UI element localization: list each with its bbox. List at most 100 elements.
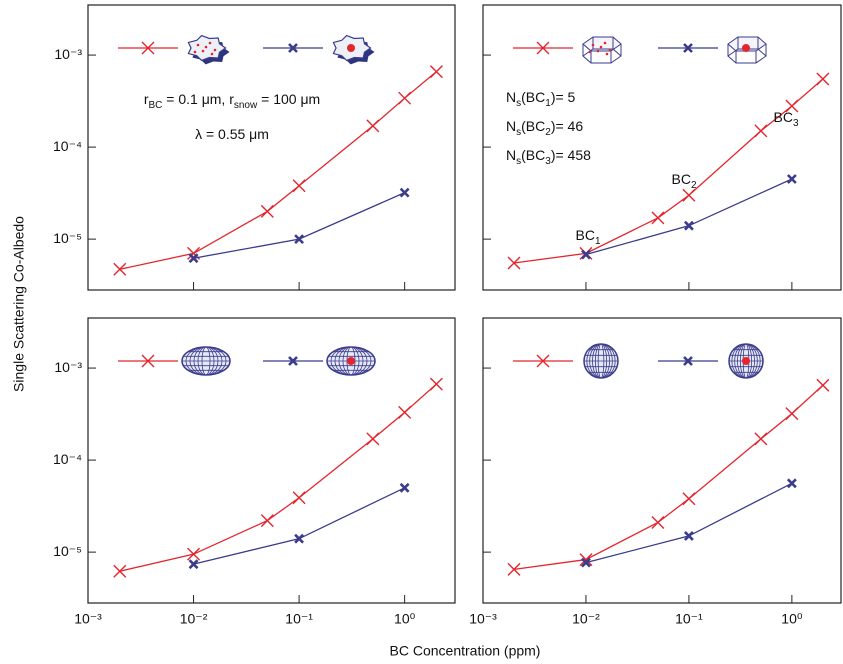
x-tick-label: 10⁻³	[469, 611, 497, 627]
marker	[507, 256, 521, 270]
annotation-text: (BC	[521, 147, 545, 163]
marker	[141, 41, 155, 55]
annotation-sub: s	[516, 98, 521, 109]
legend-icon	[187, 34, 230, 65]
y-tick-label: 10⁻³	[54, 46, 82, 62]
icon-dot	[347, 357, 355, 365]
x-axis-label: BC Concentration (ppm)	[390, 643, 541, 659]
marker	[188, 253, 199, 264]
y-tick-label: 10⁻⁴	[53, 451, 82, 467]
annotation: BC2	[671, 171, 696, 191]
series-line	[193, 192, 405, 259]
annotation-text: BC	[773, 109, 792, 125]
annotation: Ns(BC2)= 46	[506, 118, 583, 138]
marker	[581, 557, 591, 568]
x-tick-label: 10⁻²	[572, 611, 600, 627]
marker	[507, 562, 521, 576]
marker	[366, 432, 380, 446]
marker	[785, 99, 799, 113]
marker	[294, 533, 305, 544]
annotation: Ns(BC3)= 458	[506, 147, 591, 167]
icon-dot	[742, 357, 750, 365]
marker	[288, 43, 298, 53]
marker	[141, 354, 155, 368]
marker	[260, 514, 274, 528]
annotation-sub: 2	[545, 127, 551, 138]
y-tick-label: 10⁻⁴	[53, 138, 82, 154]
marker	[113, 262, 127, 276]
annotation-text: (BC	[521, 89, 545, 105]
marker	[651, 211, 665, 225]
marker	[536, 354, 550, 368]
marker	[579, 553, 593, 567]
marker	[683, 356, 693, 366]
y-tick-label: 10⁻⁵	[53, 543, 82, 559]
icon-dot	[588, 50, 592, 54]
icon-dot	[196, 43, 200, 47]
marker	[683, 530, 694, 541]
icon-dot	[347, 44, 355, 52]
x-tick-label: 10⁻³	[74, 611, 102, 627]
icon-dot	[596, 49, 600, 53]
x-tick-label: 10⁻¹	[675, 611, 703, 627]
marker	[260, 204, 274, 218]
icon-dot	[608, 48, 612, 52]
annotation-sub: 3	[545, 156, 551, 167]
annotation-text: )= 458	[551, 147, 591, 163]
series-line	[585, 178, 793, 256]
legend-icon	[332, 34, 375, 65]
x-tick-label: 10⁻¹	[285, 611, 313, 627]
marker	[754, 124, 768, 138]
icon-dot	[193, 50, 197, 54]
marker	[683, 43, 693, 53]
legend-icon	[583, 343, 619, 379]
annotation-sub: s	[516, 127, 521, 138]
marker	[682, 492, 696, 506]
x-tick-label: 10⁰	[781, 611, 803, 627]
icon-dot	[603, 41, 607, 45]
marker	[816, 378, 830, 392]
annotation-sub: 1	[545, 98, 551, 109]
marker	[536, 41, 550, 55]
annotation-text: r	[144, 91, 149, 107]
icon-dot	[210, 52, 214, 56]
annotation-text: N	[506, 89, 516, 105]
marker	[398, 91, 412, 105]
marker	[113, 564, 127, 578]
icon-dot	[591, 43, 595, 47]
icon-dot	[213, 48, 217, 52]
marker	[398, 405, 412, 419]
icon-dot	[605, 52, 609, 56]
icon-shape	[187, 34, 227, 62]
y-tick-label: 10⁻³	[54, 359, 82, 375]
legend-icon	[181, 346, 231, 376]
legend-icon	[326, 346, 376, 376]
marker	[816, 72, 830, 86]
annotation-sub: 3	[793, 118, 799, 129]
marker	[188, 559, 199, 570]
annotation: rBC = 0.1 μm, rsnow = 100 μm	[144, 91, 320, 111]
legend-icon	[727, 36, 767, 64]
marker	[292, 491, 306, 505]
annotation-text: BC	[671, 171, 690, 187]
marker	[754, 432, 768, 446]
icon-dot	[208, 41, 212, 45]
annotation-text: λ = 0.55 μm	[195, 126, 269, 142]
annotation-sub: BC	[148, 100, 162, 111]
annotation: BC3	[773, 109, 798, 129]
annotation-text: (BC	[521, 118, 545, 134]
x-tick-label: 10⁻²	[180, 611, 208, 627]
annotation: Ns(BC1)= 5	[506, 89, 576, 109]
marker	[399, 482, 410, 493]
marker	[786, 478, 797, 489]
annotation-sub: 2	[691, 180, 697, 191]
annotation-text: BC	[575, 227, 594, 243]
marker	[288, 356, 298, 366]
annotation-sub: 1	[595, 236, 601, 247]
annotation-text: )= 5	[551, 89, 576, 105]
marker	[651, 515, 665, 529]
x-tick-label: 10⁰	[394, 611, 416, 627]
marker	[187, 547, 201, 561]
marker	[399, 187, 410, 198]
series-line	[513, 78, 824, 264]
